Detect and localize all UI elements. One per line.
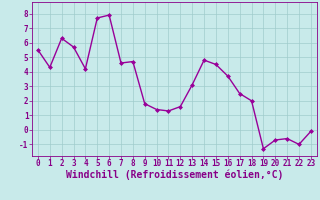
X-axis label: Windchill (Refroidissement éolien,°C): Windchill (Refroidissement éolien,°C) — [66, 170, 283, 180]
